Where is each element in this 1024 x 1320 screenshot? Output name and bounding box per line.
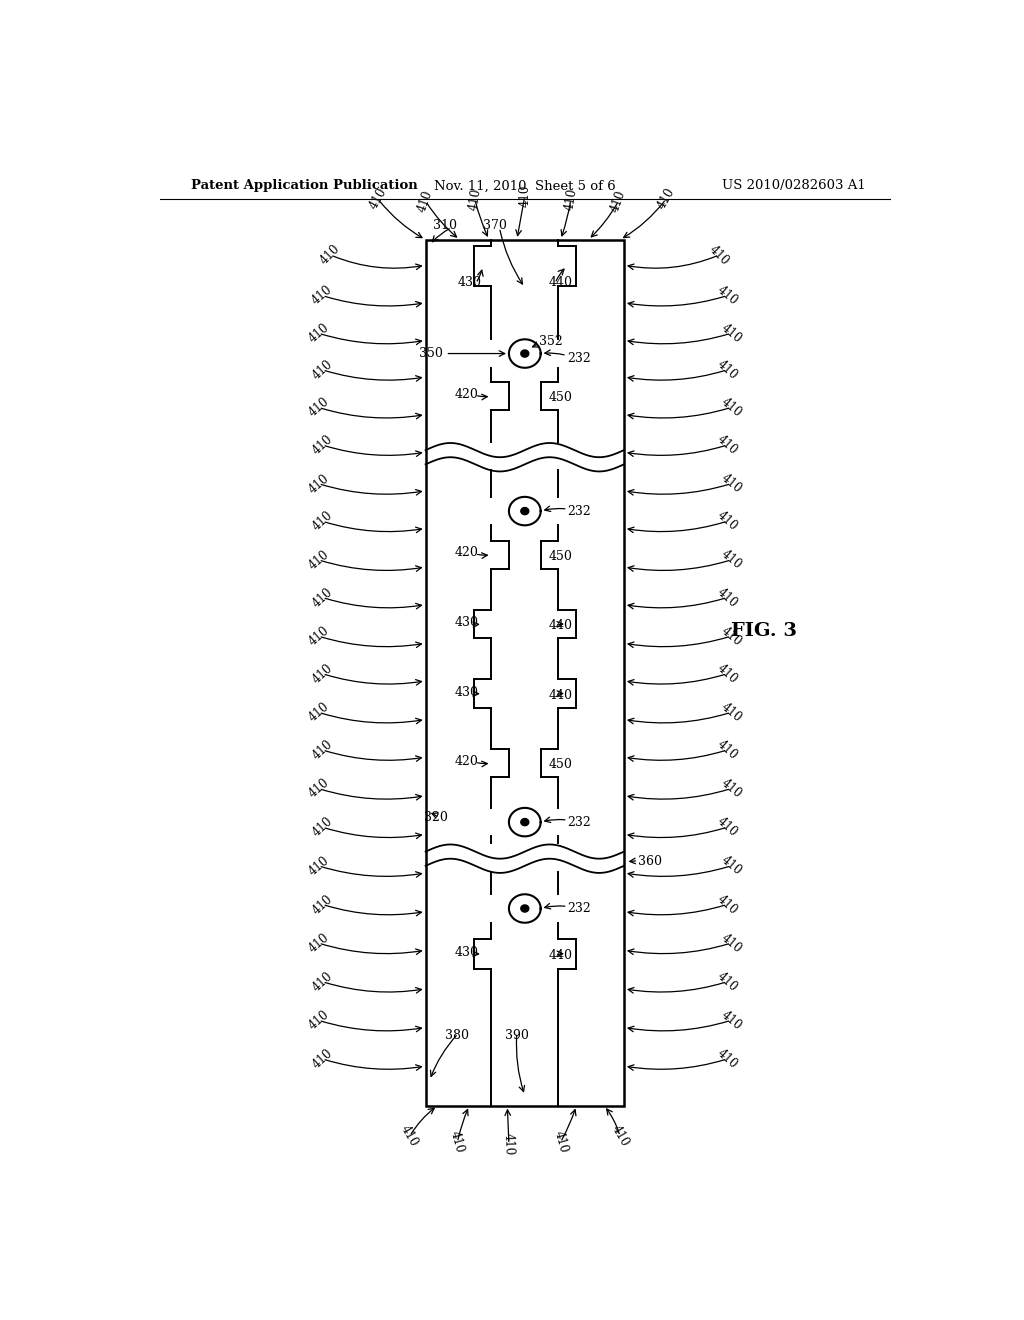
Text: 410: 410 <box>306 548 331 572</box>
Text: 360: 360 <box>638 855 663 869</box>
Text: 410: 410 <box>715 510 739 533</box>
Text: 390: 390 <box>505 1030 528 1041</box>
Text: FIG. 3: FIG. 3 <box>731 622 797 640</box>
Text: 410: 410 <box>719 395 743 420</box>
Polygon shape <box>521 350 528 358</box>
Text: 450: 450 <box>549 758 572 771</box>
Text: 320: 320 <box>424 810 447 824</box>
Text: 410: 410 <box>715 284 740 308</box>
Text: 430: 430 <box>458 276 481 289</box>
Text: 410: 410 <box>715 1047 739 1072</box>
Text: 410: 410 <box>719 700 743 725</box>
Text: 410: 410 <box>715 738 739 762</box>
Text: 410: 410 <box>310 814 335 840</box>
Text: 232: 232 <box>567 816 591 829</box>
Text: 410: 410 <box>719 931 743 956</box>
Polygon shape <box>521 906 528 912</box>
Text: 410: 410 <box>518 185 531 207</box>
Text: Patent Application Publication: Patent Application Publication <box>191 180 418 193</box>
Text: 410: 410 <box>609 1123 631 1150</box>
Text: 410: 410 <box>306 776 331 801</box>
Text: 440: 440 <box>549 689 572 701</box>
Text: 410: 410 <box>715 433 739 457</box>
Text: 410: 410 <box>719 471 743 496</box>
Polygon shape <box>521 818 528 826</box>
Text: 410: 410 <box>715 358 739 381</box>
Text: 410: 410 <box>608 189 629 214</box>
Bar <box>426 240 624 1106</box>
Text: 410: 410 <box>707 243 732 268</box>
Text: 232: 232 <box>567 352 591 366</box>
Text: 380: 380 <box>445 1030 469 1041</box>
Text: 410: 410 <box>367 186 389 213</box>
Text: 420: 420 <box>455 755 479 768</box>
Text: 410: 410 <box>306 321 331 346</box>
Text: 430: 430 <box>455 616 479 630</box>
Text: 410: 410 <box>715 661 739 686</box>
Text: 410: 410 <box>719 548 743 572</box>
Text: 410: 410 <box>310 358 335 381</box>
Text: 450: 450 <box>549 550 572 564</box>
Text: 410: 410 <box>310 892 335 917</box>
Text: 410: 410 <box>310 510 335 533</box>
Text: 410: 410 <box>310 969 335 994</box>
Text: 232: 232 <box>567 902 591 915</box>
Text: 410: 410 <box>416 189 435 214</box>
Text: 410: 410 <box>306 854 331 878</box>
Text: 370: 370 <box>482 219 507 232</box>
Text: 410: 410 <box>719 321 743 346</box>
Text: 410: 410 <box>715 969 739 994</box>
Text: 410: 410 <box>449 1130 467 1155</box>
Text: 420: 420 <box>455 546 479 560</box>
Text: 410: 410 <box>719 624 743 648</box>
Text: 440: 440 <box>549 276 572 289</box>
Text: 430: 430 <box>455 685 479 698</box>
Text: 420: 420 <box>455 388 479 401</box>
Text: 410: 410 <box>306 471 331 496</box>
Text: 410: 410 <box>715 814 739 840</box>
Text: 410: 410 <box>654 186 677 213</box>
Text: 410: 410 <box>306 395 331 420</box>
Text: 410: 410 <box>306 931 331 956</box>
Text: 410: 410 <box>310 433 335 457</box>
Text: 410: 410 <box>398 1123 421 1150</box>
Text: 410: 410 <box>467 187 483 211</box>
Text: 440: 440 <box>549 949 572 962</box>
Text: 350: 350 <box>419 347 443 360</box>
Text: 410: 410 <box>502 1133 516 1156</box>
Text: 410: 410 <box>309 284 335 308</box>
Text: 410: 410 <box>310 585 335 610</box>
Text: 430: 430 <box>455 945 479 958</box>
Text: 410: 410 <box>551 1130 569 1155</box>
Polygon shape <box>521 507 528 515</box>
Text: 410: 410 <box>306 1008 331 1032</box>
Text: 410: 410 <box>719 854 743 878</box>
Text: 410: 410 <box>306 700 331 725</box>
Text: 410: 410 <box>719 1008 743 1032</box>
Text: 410: 410 <box>306 624 331 648</box>
Text: 410: 410 <box>310 661 335 686</box>
Text: 410: 410 <box>562 187 580 211</box>
Text: 410: 410 <box>715 585 739 610</box>
Text: 410: 410 <box>719 776 743 801</box>
Text: 450: 450 <box>549 391 572 404</box>
Text: 410: 410 <box>317 243 343 268</box>
Text: 410: 410 <box>715 892 739 917</box>
Text: US 2010/0282603 A1: US 2010/0282603 A1 <box>722 180 866 193</box>
Text: Nov. 11, 2010  Sheet 5 of 6: Nov. 11, 2010 Sheet 5 of 6 <box>434 180 615 193</box>
Text: 410: 410 <box>310 1047 335 1072</box>
Text: 410: 410 <box>310 738 335 762</box>
Text: 440: 440 <box>549 619 572 632</box>
Text: 232: 232 <box>567 504 591 517</box>
Text: 310: 310 <box>433 219 458 232</box>
Text: 352: 352 <box>539 335 563 348</box>
